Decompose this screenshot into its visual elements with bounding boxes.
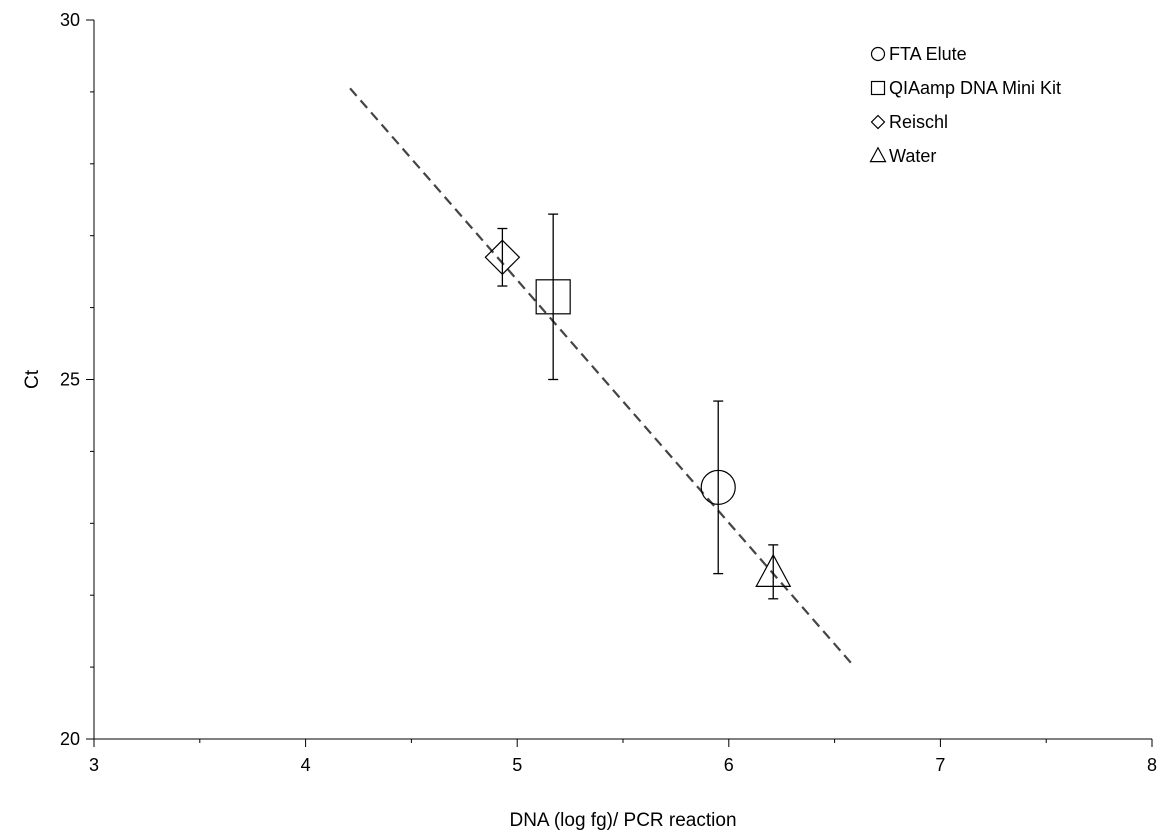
axis-ticks: 3 4 5 6 7 8 20 25 30 (60, 10, 1157, 775)
fit-line-group (349, 87, 853, 665)
fit-line (349, 87, 853, 665)
x-tick-label: 8 (1147, 755, 1157, 775)
y-tick-label: 30 (60, 10, 80, 30)
y-tick-label: 25 (60, 370, 80, 390)
legend-item: Reischl (870, 112, 948, 132)
data-point-square (535, 279, 571, 315)
legend-label: Reischl (889, 112, 948, 132)
series-square (535, 213, 571, 381)
x-tick-label: 4 (301, 755, 311, 775)
x-tick-label: 3 (89, 755, 99, 775)
series-circle (700, 400, 736, 575)
legend: FTA Elute QIAamp DNA Mini Kit Reischl Water (869, 44, 1061, 166)
y-axis-label: Ct (22, 369, 43, 389)
x-tick-label: 6 (724, 755, 734, 775)
legend-label: FTA Elute (889, 44, 967, 64)
legend-label: QIAamp DNA Mini Kit (889, 78, 1061, 98)
data-points (484, 213, 792, 600)
plot-area: 3 4 5 6 7 8 20 25 30 FTA Elute QIAamp DNA Mini Ki… (60, 10, 1157, 775)
y-tick-label: 20 (60, 729, 80, 749)
legend-marker-circle (870, 46, 886, 62)
legend-marker-diamond (870, 114, 886, 130)
series-diamond (484, 227, 521, 287)
x-tick-label: 7 (935, 755, 945, 775)
x-tick-label: 5 (512, 755, 522, 775)
legend-item: QIAamp DNA Mini Kit (870, 78, 1061, 98)
legend-label: Water (889, 146, 936, 166)
legend-item: Water (869, 146, 936, 166)
x-axis-label: DNA (log fg)/ PCR reaction (509, 810, 736, 831)
data-point-diamond (484, 239, 521, 276)
series-triangle (755, 544, 792, 600)
data-point-circle (700, 469, 736, 505)
legend-marker-square (870, 80, 886, 96)
legend-item: FTA Elute (870, 44, 967, 64)
legend-marker-triangle (869, 146, 887, 163)
data-point-triangle (755, 553, 792, 587)
